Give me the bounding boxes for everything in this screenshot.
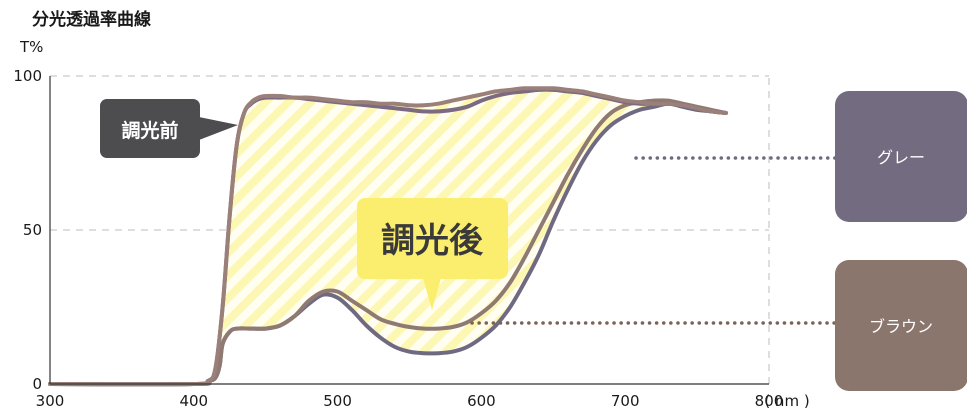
legend-gray-label: グレー <box>877 148 925 167</box>
legend-brown-label: ブラウン <box>869 317 933 336</box>
series-line-1 <box>48 98 728 387</box>
x-tick-label: 800 <box>755 392 784 410</box>
callout-before-text: 調光前 <box>121 119 178 142</box>
x-axis-unit-label: ( nm ) <box>764 392 809 410</box>
x-tick-label: 300 <box>36 392 65 410</box>
callout-after: 調光後 <box>357 198 508 310</box>
series-lines <box>48 86 728 387</box>
x-tick-label: 500 <box>323 392 352 410</box>
grid-lines <box>50 75 770 384</box>
x-tick-label: 700 <box>611 392 640 410</box>
series-line-3 <box>48 86 728 387</box>
callout-after-text: 調光後 <box>381 221 484 261</box>
x-tick-label: 400 <box>179 392 208 410</box>
legend-gray: グレー <box>835 91 967 222</box>
legend-brown: ブラウン <box>835 260 967 391</box>
y-tick-label: 0 <box>32 375 42 393</box>
chart-title: 分光透過率曲線 <box>32 9 151 30</box>
axes <box>49 76 769 385</box>
y-axis-label: T% <box>19 38 43 56</box>
y-tick-label: 100 <box>13 67 42 85</box>
x-tick-label: 600 <box>467 392 496 410</box>
callout-before: 調光前 <box>100 99 238 158</box>
y-tick-label: 50 <box>23 221 42 239</box>
